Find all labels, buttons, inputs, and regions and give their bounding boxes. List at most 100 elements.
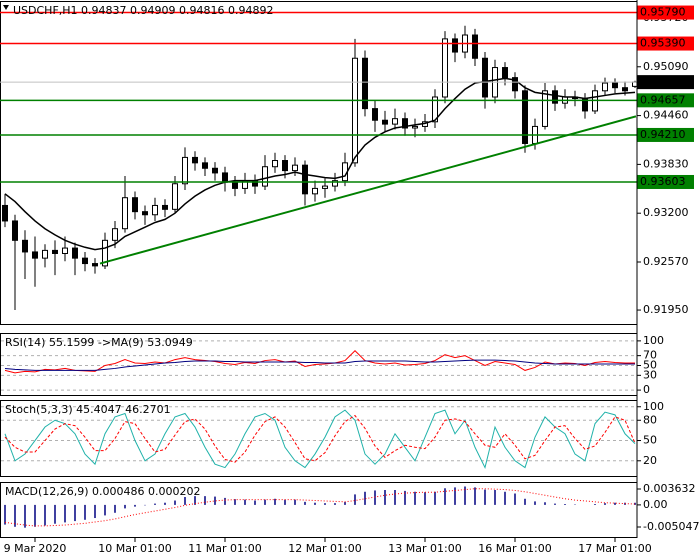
- y-tick-label: 30: [643, 368, 657, 381]
- x-tick-label: 9 Mar 2020: [4, 542, 67, 555]
- candle-body: [202, 162, 208, 169]
- panel-title: Stoch(5,3,3) 45.4047 46.2701: [5, 403, 171, 416]
- candle-body: [352, 57, 358, 164]
- trendline: [99, 115, 637, 265]
- indicator-line: [4, 359, 636, 371]
- candle-body: [392, 118, 398, 125]
- x-tick-label: 17 Mar 01:00: [578, 542, 651, 555]
- level-tag: [637, 36, 694, 51]
- candle-body: [142, 211, 148, 216]
- candle-body: [542, 90, 548, 127]
- indicator-line: [4, 414, 636, 463]
- y-tick-label: 80: [643, 413, 657, 426]
- candle-body: [262, 166, 268, 187]
- candle-body: [32, 251, 38, 259]
- candle-body: [302, 164, 308, 195]
- candle-body: [112, 228, 118, 241]
- level-label: 0.95790: [640, 6, 686, 19]
- x-tick-label: 13 Mar 01:00: [388, 542, 461, 555]
- level-label: 0.93603: [640, 175, 686, 188]
- candle-body: [122, 197, 128, 230]
- candle-body: [82, 257, 88, 265]
- y-tick-label: 0.003632: [643, 482, 696, 495]
- y-tick-label: 0.95090: [643, 60, 689, 73]
- candle-body: [272, 160, 278, 168]
- y-tick-label: -0.005047: [643, 520, 699, 533]
- panel-title: MACD(12,26,9) 0.000486 0.000202: [5, 485, 201, 498]
- candle-body: [132, 197, 138, 213]
- y-tick-label: 20: [643, 454, 657, 467]
- signal-line: [4, 488, 636, 527]
- candle-body: [512, 77, 518, 92]
- candle-body: [52, 249, 58, 254]
- symbol-icon: [3, 5, 9, 10]
- candle-body: [402, 118, 408, 129]
- x-tick-label: 10 Mar 01:00: [98, 542, 171, 555]
- candle-body: [92, 263, 98, 267]
- candle-body: [72, 247, 78, 259]
- candle-body: [282, 160, 288, 172]
- last-price-tag: [637, 75, 694, 90]
- candle-body: [602, 82, 608, 92]
- candle-body: [212, 167, 218, 174]
- candle-body: [432, 96, 438, 123]
- candle-body: [322, 185, 328, 189]
- level-label: 0.94210: [640, 128, 686, 141]
- level-tag: [637, 127, 694, 142]
- candle-body: [42, 249, 48, 259]
- y-tick-label: 100: [643, 400, 664, 413]
- candle-body: [362, 57, 368, 110]
- candle-body: [382, 119, 388, 125]
- candle-body: [22, 239, 28, 253]
- candle-body: [232, 181, 238, 189]
- indicator-line: [4, 409, 636, 469]
- candle-body: [442, 38, 448, 98]
- y-tick-label: 100: [643, 334, 664, 347]
- panel-title: RSI(14) 55.1599 ->MA(9) 53.0949: [5, 336, 193, 349]
- y-tick-label: 0.94460: [643, 109, 689, 122]
- y-tick-label: 50: [643, 358, 657, 371]
- candle-body: [62, 247, 68, 254]
- candle-body: [2, 204, 8, 222]
- candle-body: [412, 125, 418, 129]
- x-tick-label: 11 Mar 01:00: [188, 542, 261, 555]
- candle-body: [12, 220, 18, 241]
- level-label: 0.94657: [640, 93, 686, 106]
- candle-body: [192, 156, 198, 164]
- x-tick-label: 12 Mar 01:00: [288, 542, 361, 555]
- moving-average: [4, 77, 636, 251]
- level-tag: [637, 5, 694, 20]
- last-price-label: 0.94892: [640, 75, 686, 88]
- candle-body: [502, 67, 508, 79]
- candle-body: [172, 183, 178, 210]
- y-tick-label: 0.93200: [643, 206, 689, 219]
- candle-body: [472, 34, 478, 59]
- candle-body: [102, 239, 108, 267]
- level-tag: [637, 93, 694, 108]
- candle-body: [332, 180, 338, 187]
- y-tick-label: 50: [643, 434, 657, 447]
- y-tick-label: 0.93830: [643, 157, 689, 170]
- candle-body: [612, 82, 618, 89]
- candle-body: [222, 172, 228, 183]
- indicator-line: [4, 350, 636, 374]
- candle-body: [152, 204, 158, 216]
- y-tick-label: 0.00: [643, 498, 668, 511]
- candle-body: [482, 57, 488, 98]
- y-tick-label: 0.92570: [643, 255, 689, 268]
- candle-body: [522, 90, 528, 144]
- candle-body: [552, 90, 558, 104]
- x-tick-label: 16 Mar 01:00: [478, 542, 551, 555]
- candle-body: [622, 87, 628, 92]
- candle-body: [292, 164, 298, 172]
- level-label: 0.95390: [640, 37, 686, 50]
- y-tick-label: 0.91950: [643, 303, 689, 316]
- candle-body: [452, 38, 458, 53]
- candle-body: [182, 156, 188, 185]
- candle-body: [312, 187, 318, 195]
- level-tag: [637, 174, 694, 189]
- y-tick-label: 0: [643, 383, 650, 396]
- candle-body: [162, 204, 168, 210]
